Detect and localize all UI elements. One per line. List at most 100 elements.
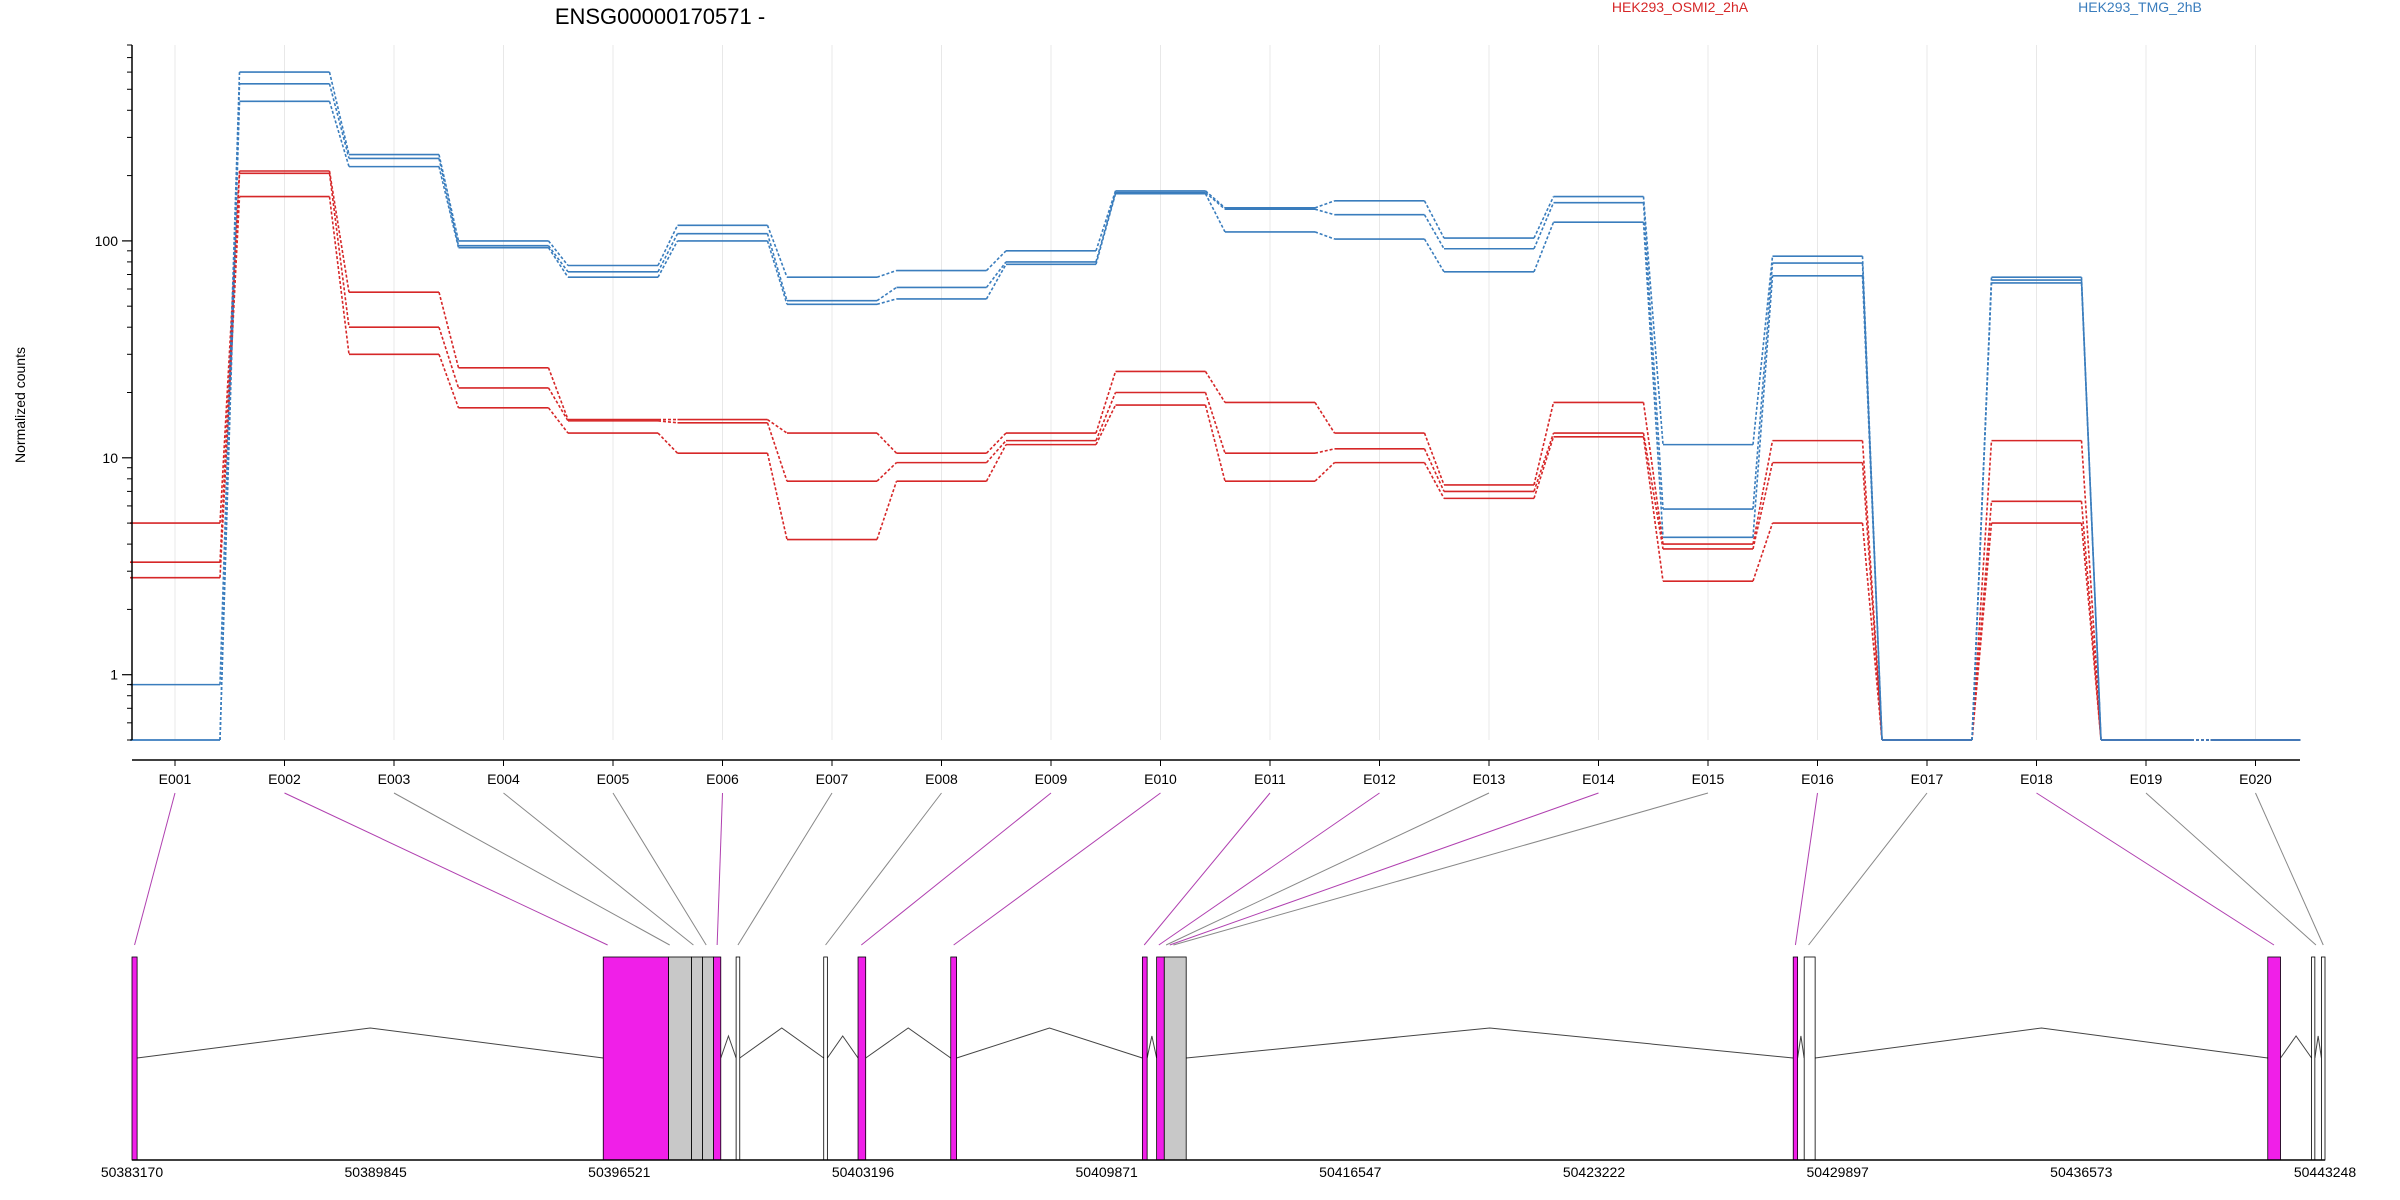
series-0-connector (1971, 440, 1993, 741)
exon-link-E013 (1165, 792, 1490, 946)
series-3-connector (766, 225, 788, 278)
series-1-connector (1861, 462, 1883, 741)
series-4 (130, 82, 2301, 741)
series-0-connector (1314, 401, 1336, 434)
x-tick-label-E014: E014 (1582, 771, 1615, 787)
exon-link-layer (134, 792, 2324, 946)
series-1-connector (876, 462, 898, 482)
series-1-connector (657, 420, 678, 424)
x-tick-label-E012: E012 (1363, 771, 1396, 787)
series-2-connector (1533, 436, 1555, 499)
series-2-connector (876, 480, 898, 540)
series-3-connector (876, 269, 897, 278)
series-3-connector (438, 154, 460, 242)
intron (1797, 1035, 1805, 1059)
series-4-connector (766, 233, 788, 301)
x-tick-label-E006: E006 (706, 771, 739, 787)
series-2-connector (766, 453, 788, 540)
series-2-connector (2080, 523, 2102, 741)
intron (2280, 1035, 2312, 1059)
series-1-connector (1423, 448, 1445, 492)
x-tick-label-E016: E016 (1801, 771, 1834, 787)
coordinate-tick-label: 50423222 (1563, 1164, 1626, 1180)
exon-block-13 (1792, 956, 1799, 1161)
series-4-connector (438, 158, 460, 246)
exon-link-E020 (2255, 792, 2324, 946)
series-1-connector (985, 440, 1007, 464)
series-4-connector (1204, 191, 1226, 210)
x-tick-label-E007: E007 (816, 771, 849, 787)
series-2-connector (328, 196, 350, 355)
exon-link-E006 (716, 792, 723, 946)
series-5-connector (328, 101, 350, 167)
series-3-connector (1095, 190, 1117, 252)
series-4-connector (1423, 214, 1445, 250)
series-5-connector (1861, 275, 1883, 741)
x-tick-label-E018: E018 (2020, 771, 2053, 787)
series-4-connector (547, 245, 569, 273)
series-1-connector (1204, 392, 1226, 454)
exon-block-2 (668, 956, 692, 1161)
intron (865, 1027, 952, 1059)
exon-link-E014 (1169, 792, 1599, 946)
series-0-connector (547, 367, 569, 420)
series-1-connector (438, 326, 460, 389)
series-4-connector (1095, 192, 1117, 263)
x-tick-label-E005: E005 (597, 771, 630, 787)
coordinate-tick-label: 50409871 (1076, 1164, 1139, 1180)
intron (956, 1027, 1143, 1059)
grid-layer (174, 45, 2256, 740)
exon-link-E015 (1173, 792, 1709, 946)
exon-block-15 (2267, 956, 2281, 1161)
series-3 (130, 71, 2301, 741)
exon-block-5 (713, 956, 722, 1161)
series-0-connector (438, 292, 460, 368)
series-5-connector (1314, 231, 1335, 240)
exon-link-E001 (134, 792, 176, 946)
series-5-connector (766, 240, 788, 305)
x-tick-label-E010: E010 (1144, 771, 1177, 787)
exon-link-E007 (737, 792, 833, 946)
series-5-connector (547, 247, 569, 278)
series-2-connector (1204, 404, 1226, 482)
series-2-connector (1752, 522, 1774, 582)
exon-link-E005 (612, 792, 707, 946)
coordinate-tick-label: 50383170 (101, 1164, 164, 1180)
series-3-connector (1642, 196, 1664, 445)
x-tick-label-E020: E020 (2239, 771, 2272, 787)
exon-block-1 (602, 956, 669, 1161)
coordinate-tick-label: 50416547 (1319, 1164, 1382, 1180)
series-1-connector (766, 422, 788, 482)
legend-entry-osmi: HEK293_OSMI2_2hA (1612, 0, 1749, 15)
exon-block-7 (823, 956, 828, 1161)
series-2-connector (1314, 462, 1336, 482)
series-1-connector (1314, 448, 1335, 454)
series-4-connector (328, 83, 350, 159)
exon-link-E004 (503, 792, 694, 946)
intron (2314, 1035, 2322, 1059)
exon-link-E003 (393, 792, 670, 946)
y-tick-label: 10 (102, 450, 118, 466)
exon-block-8 (857, 956, 867, 1161)
series-0-connector (219, 170, 241, 524)
x-tick-label-E017: E017 (1911, 771, 1944, 787)
intron (739, 1027, 825, 1059)
series-1-connector (547, 387, 569, 422)
series-2-connector (985, 444, 1007, 482)
series-1-connector (1642, 432, 1664, 550)
series-0-connector (1095, 371, 1117, 434)
exon-block-12 (1163, 956, 1187, 1161)
x-tick-label-E011: E011 (1254, 771, 1286, 787)
series-4-connector (1642, 202, 1664, 510)
intron (720, 1034, 737, 1059)
series-5-connector (876, 298, 897, 306)
x-tick-label-E004: E004 (487, 771, 520, 787)
x-tick-label-E008: E008 (925, 771, 958, 787)
series-0-connector (2080, 440, 2102, 741)
series-3-connector (328, 71, 350, 155)
series-4-connector (985, 261, 1007, 288)
exon-block-9 (950, 956, 957, 1161)
exon-block-6 (735, 956, 741, 1161)
series-0-connector (1861, 440, 1883, 741)
series-2-connector (657, 432, 679, 454)
